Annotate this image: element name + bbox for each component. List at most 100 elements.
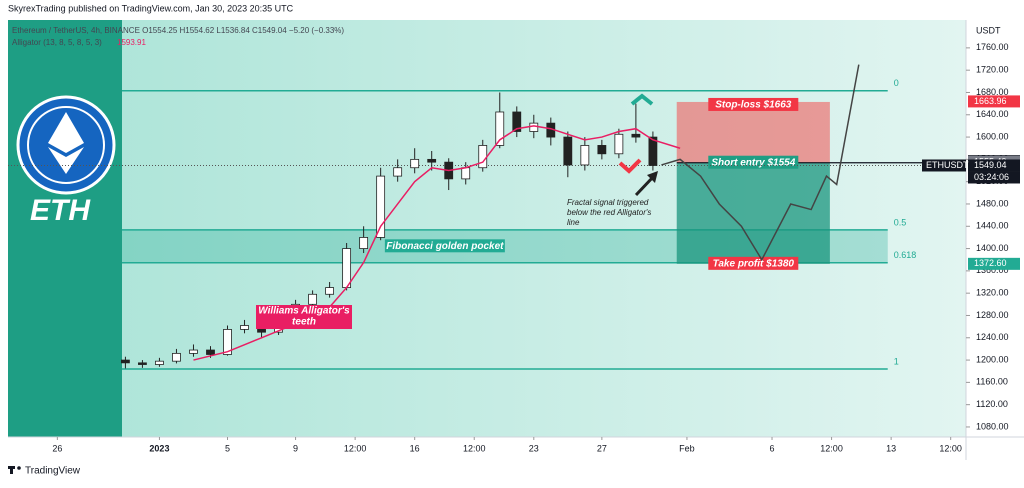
position-label: Take profit $1380	[713, 258, 795, 269]
arrow	[634, 174, 656, 197]
target-zone	[676, 162, 830, 264]
candle-body	[427, 158, 437, 163]
x-tick-label: 5	[225, 443, 230, 453]
candle-body	[529, 122, 539, 132]
annotation: Williams Alligator's	[258, 306, 350, 317]
position-label-box	[708, 155, 799, 169]
symbol-line: Ethereum / TetherUS, 4h, BINANCE O1554.2…	[12, 26, 344, 35]
projection-path	[661, 64, 860, 262]
fib-label: 1	[894, 356, 899, 366]
price-tag-label: 03:24:06	[974, 172, 1009, 182]
price-tag	[968, 159, 1020, 172]
candle-body	[342, 248, 352, 288]
brand-logo	[10, 466, 13, 474]
annotation: below the red Alligator's	[567, 208, 651, 217]
candle-body	[138, 362, 147, 365]
candle-body	[240, 325, 249, 330]
x-tick-label: 12:00	[344, 443, 367, 453]
position-label-box	[708, 256, 799, 270]
candle-body	[189, 349, 198, 354]
x-tick-label: 27	[597, 443, 607, 453]
candle-body	[580, 145, 590, 166]
eth-logo-diamond	[48, 112, 84, 153]
x-tick-label: 12:00	[820, 443, 843, 453]
symbol-tag-label: ETHUSDT	[926, 160, 969, 170]
candle-body	[648, 136, 658, 166]
y-tick-label: 1720.00	[976, 65, 1009, 75]
x-tick-label: 13	[886, 443, 896, 453]
y-tick-label: 1600.00	[976, 131, 1009, 141]
fib-label: 0	[894, 78, 899, 88]
candle-body	[155, 360, 164, 365]
candle-body	[223, 329, 232, 355]
y-tick-label: 1160.00	[976, 377, 1008, 387]
candle-body	[393, 167, 403, 177]
position-label-box	[708, 97, 799, 111]
candle-body	[478, 145, 488, 169]
y-tick-label: 1680.00	[976, 87, 1009, 97]
candle-body	[121, 359, 130, 364]
footer: TradingView	[8, 466, 81, 477]
indicator-value: 1593.91	[117, 38, 146, 47]
candle-body	[461, 167, 471, 180]
x-tick-label: 12:00	[463, 443, 486, 453]
candle-body	[325, 287, 335, 295]
candle-body	[172, 352, 181, 362]
side-ticker: ETH	[30, 194, 91, 227]
y-tick-label: 1640.00	[976, 109, 1009, 119]
fib-label: 0.618	[894, 250, 917, 260]
y-tick-label: 1440.00	[976, 221, 1009, 231]
candle-body	[206, 349, 215, 355]
x-tick-label: 16	[410, 443, 420, 453]
x-tick-label: 2023	[149, 443, 169, 453]
x-tick-label: 26	[52, 443, 62, 453]
annotation: teeth	[292, 317, 316, 328]
fib-label: 0.5	[894, 217, 907, 227]
y-tick-label: 1480.00	[976, 198, 1009, 208]
publisher: SkyrexTrading published on TradingView.c…	[8, 3, 294, 13]
symbol-tag	[922, 159, 966, 172]
candle-body	[597, 145, 607, 155]
y-tick-label: 1200.00	[976, 354, 1009, 364]
price-tag-label: 1663.96	[974, 96, 1007, 106]
stop-zone	[676, 101, 830, 163]
fractal-down-marker	[618, 158, 642, 174]
x-tick-label: Feb	[679, 443, 695, 453]
annotation-box	[256, 305, 352, 329]
price-tag	[968, 171, 1020, 184]
brand: TradingView	[25, 466, 81, 477]
candle-body	[563, 136, 573, 166]
y-tick-label: 1120.00	[976, 399, 1008, 409]
candle-body	[512, 111, 522, 132]
x-tick-label: 12:00	[939, 443, 962, 453]
price-tag	[968, 95, 1020, 108]
eth-logo-ring	[27, 106, 105, 184]
price-tag-label: 1549.04	[974, 160, 1007, 170]
fractal-up-marker	[630, 93, 654, 106]
y-tick-label: 1760.00	[976, 42, 1009, 52]
candle-body	[614, 133, 624, 155]
y-tick-label: 1280.00	[976, 310, 1009, 320]
candle-body	[308, 293, 317, 305]
x-tick-label: 23	[529, 443, 539, 453]
currency: USDT	[976, 25, 1001, 35]
candle-body	[495, 111, 505, 146]
price-tag	[968, 257, 1020, 270]
side-panel	[8, 20, 122, 437]
zone-label-box	[384, 239, 505, 253]
annotation: Fractal signal triggered	[567, 198, 649, 207]
y-tick-label: 1400.00	[976, 243, 1009, 253]
candle-body	[359, 237, 369, 249]
eth-logo-diamond	[48, 147, 84, 174]
y-tick-label: 1360.00	[976, 265, 1009, 275]
candle-body	[631, 133, 641, 138]
position-label: Stop-loss $1663	[715, 100, 792, 111]
brand-logo	[17, 466, 21, 470]
indicator: Alligator (13, 8, 5, 8, 5, 3)	[12, 38, 102, 47]
x-tick-label: 6	[770, 443, 775, 453]
y-tick-label: 1240.00	[976, 332, 1009, 342]
candle-body	[376, 175, 386, 238]
arrow-head	[647, 171, 658, 183]
